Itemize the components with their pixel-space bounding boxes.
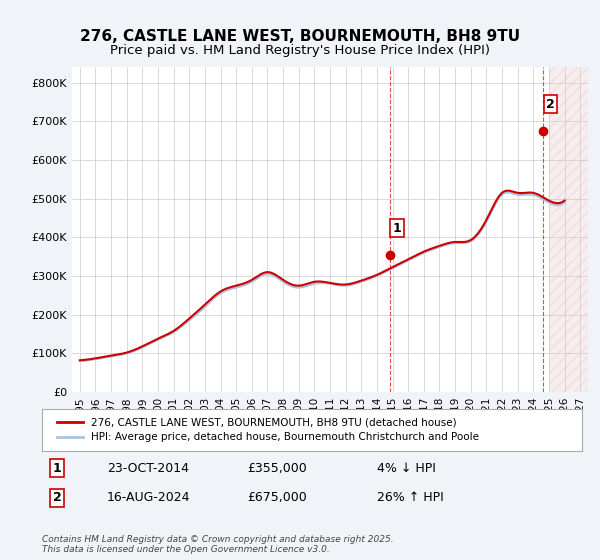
Text: 4% ↓ HPI: 4% ↓ HPI bbox=[377, 462, 436, 475]
Text: 23-OCT-2014: 23-OCT-2014 bbox=[107, 462, 189, 475]
Text: Price paid vs. HM Land Registry's House Price Index (HPI): Price paid vs. HM Land Registry's House … bbox=[110, 44, 490, 57]
Text: 16-AUG-2024: 16-AUG-2024 bbox=[107, 491, 190, 504]
Legend: 276, CASTLE LANE WEST, BOURNEMOUTH, BH8 9TU (detached house), HPI: Average price: 276, CASTLE LANE WEST, BOURNEMOUTH, BH8 … bbox=[53, 413, 484, 446]
Text: 2: 2 bbox=[53, 491, 62, 504]
Text: Contains HM Land Registry data © Crown copyright and database right 2025.
This d: Contains HM Land Registry data © Crown c… bbox=[42, 535, 394, 554]
Text: £675,000: £675,000 bbox=[247, 491, 307, 504]
Text: 276, CASTLE LANE WEST, BOURNEMOUTH, BH8 9TU: 276, CASTLE LANE WEST, BOURNEMOUTH, BH8 … bbox=[80, 29, 520, 44]
Text: £355,000: £355,000 bbox=[247, 462, 307, 475]
Text: 2: 2 bbox=[546, 98, 555, 111]
Text: 1: 1 bbox=[393, 222, 401, 235]
Bar bbox=[549, 67, 596, 392]
Text: 1: 1 bbox=[53, 462, 62, 475]
Text: 26% ↑ HPI: 26% ↑ HPI bbox=[377, 491, 443, 504]
